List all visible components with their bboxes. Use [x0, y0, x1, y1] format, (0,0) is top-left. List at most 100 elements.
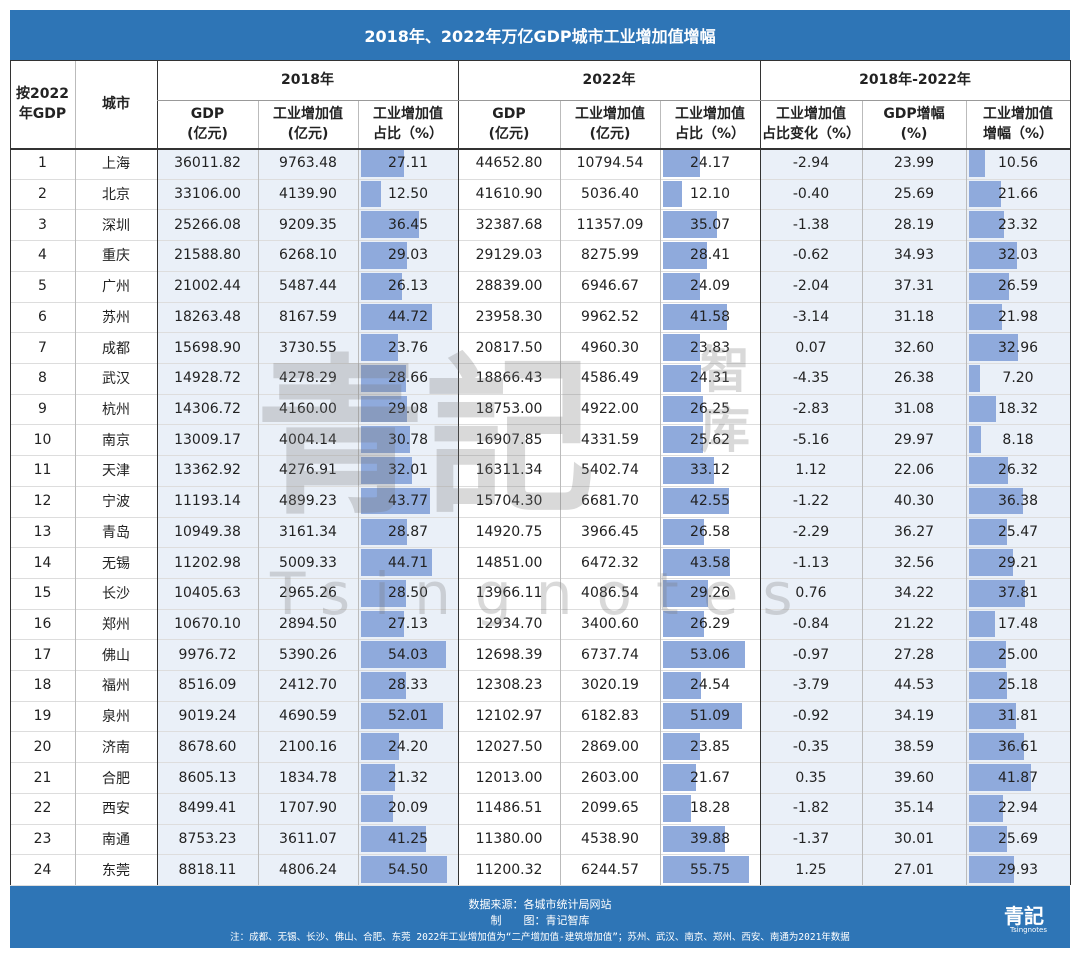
- data-cell: 23958.30: [475, 308, 543, 325]
- data-cell: 11200.32: [475, 861, 543, 878]
- data-cell: 9976.72: [178, 646, 237, 663]
- data-cell: 8275.99: [581, 247, 639, 264]
- data-cell: 2894.50: [279, 615, 337, 632]
- data-cell: 26.32: [997, 462, 1039, 479]
- data-cell: 9763.48: [279, 155, 337, 172]
- data-cell: 4922.00: [581, 401, 639, 417]
- header-cell: GDP (亿元): [187, 106, 228, 142]
- data-cell: 25.69: [997, 830, 1039, 847]
- data-bar: [969, 242, 1017, 269]
- city-cell: 深圳: [102, 217, 130, 234]
- data-cell: 3966.45: [581, 523, 639, 540]
- data-cell: 10949.38: [174, 523, 241, 540]
- data-cell: 1834.78: [279, 769, 337, 786]
- data-cell: 21588.80: [174, 247, 241, 264]
- data-cell: 34.22: [893, 585, 935, 602]
- data-cell: -3.79: [792, 677, 830, 694]
- city-cell: 泉州: [102, 709, 130, 726]
- data-bar: [663, 334, 700, 361]
- source: 数据来源：各城市统计局网站: [468, 898, 612, 911]
- data-bar: [663, 303, 728, 331]
- data-cell: 0.35: [795, 769, 827, 786]
- column-line: [862, 100, 863, 885]
- data-cell: 30.78: [387, 431, 429, 448]
- data-cell: 10670.10: [174, 615, 241, 632]
- data-cell: 11: [33, 462, 52, 479]
- data-bar: [361, 457, 412, 484]
- data-cell: 28.41: [689, 247, 731, 264]
- data-bar: [663, 487, 729, 515]
- data-cell: 6737.74: [581, 646, 639, 663]
- data-cell: 26.58: [689, 523, 731, 540]
- column-line: [966, 100, 967, 885]
- row-line: [10, 885, 1070, 886]
- data-cell: 6244.57: [581, 861, 639, 878]
- row-line: [10, 209, 1070, 211]
- data-cell: 10.56: [997, 155, 1039, 172]
- data-bar: [361, 272, 403, 300]
- logo-sub: Tsingnotes: [1010, 926, 1048, 934]
- data-cell: 21.32: [387, 769, 429, 786]
- data-cell: 44.72: [387, 308, 429, 325]
- data-cell: 13: [33, 523, 52, 540]
- data-bar: [663, 364, 701, 392]
- data-cell: 8605.13: [178, 769, 237, 786]
- data-bar: [361, 702, 444, 730]
- data-cell: 38.59: [893, 738, 935, 755]
- data-cell: 26.13: [387, 278, 429, 295]
- city-cell: 北京: [102, 187, 130, 204]
- data-cell: 18263.48: [174, 308, 241, 325]
- column-line: [358, 100, 359, 885]
- data-cell: 28.66: [387, 370, 429, 387]
- data-bar: [663, 702, 742, 730]
- data-cell: 32387.68: [475, 216, 543, 233]
- data-cell: 3400.60: [581, 615, 639, 632]
- data-bar: [663, 457, 715, 484]
- data-bar: [969, 825, 1008, 853]
- data-cell: 29.03: [387, 247, 429, 264]
- data-cell: 27.13: [387, 615, 429, 632]
- data-bar: [361, 180, 381, 208]
- data-cell: 9: [38, 401, 47, 417]
- data-cell: 8.18: [1002, 431, 1034, 448]
- data-cell: 21: [33, 769, 52, 786]
- data-cell: 23.85: [689, 738, 731, 755]
- city-cell: 郑州: [102, 616, 130, 633]
- data-bar: [969, 334, 1019, 361]
- data-cell: -1.37: [792, 830, 830, 847]
- city-cell: 东莞: [102, 862, 130, 879]
- data-cell: 6681.70: [581, 493, 639, 510]
- data-bar: [663, 672, 701, 699]
- data-cell: 54.50: [387, 861, 429, 878]
- row-line: [10, 332, 1070, 334]
- city-cell: 佛山: [102, 647, 130, 664]
- data-cell: 25.18: [997, 677, 1039, 694]
- row-line: [10, 547, 1070, 549]
- city-cell: 苏州: [102, 309, 130, 326]
- data-cell: 13966.11: [475, 585, 543, 602]
- data-cell: 5402.74: [581, 462, 639, 479]
- data-cell: 11193.14: [174, 493, 241, 510]
- data-cell: 4538.90: [581, 830, 639, 847]
- data-cell: 2: [38, 186, 47, 203]
- data-cell: 1.12: [795, 462, 827, 479]
- data-cell: 28.50: [387, 585, 429, 602]
- data-cell: 4276.91: [279, 462, 337, 479]
- data-cell: 8167.59: [279, 308, 337, 325]
- header-cell: 工业增加值 占比（%）: [372, 106, 444, 142]
- data-cell: 41.58: [689, 308, 731, 325]
- data-cell: 8499.41: [178, 800, 237, 817]
- city-cell: 南通: [102, 831, 130, 848]
- data-cell: 12934.70: [475, 615, 543, 632]
- data-cell: 15: [33, 585, 52, 602]
- row-line: [10, 577, 1070, 579]
- row-line: [10, 762, 1070, 764]
- data-bar: [361, 426, 410, 454]
- data-cell: 3730.55: [279, 339, 337, 356]
- data-cell: 36.61: [997, 738, 1039, 755]
- data-bar: [969, 641, 1007, 669]
- column-line: [458, 60, 459, 885]
- data-cell: 6268.10: [279, 247, 337, 264]
- header-cell: 工业增加值 占比变化（%）: [761, 106, 861, 142]
- data-bar: [969, 702, 1017, 730]
